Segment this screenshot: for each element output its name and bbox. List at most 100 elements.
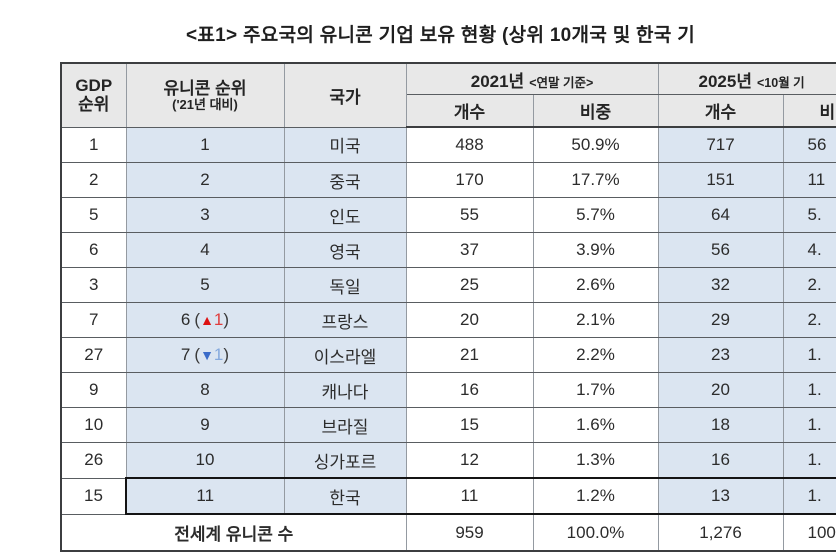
gdp-rank-cell: 1 [60,126,127,163]
unicorn-rank-value: 2 [200,170,210,189]
table-row: 9 8() 캐나다 16 1.7% 20 1. [60,372,836,408]
share-2025-cell: 2. [782,302,836,338]
header-gdp-rank: GDP 순위 [60,62,127,128]
country-cell: 한국 [283,477,407,515]
gdp-rank-cell: 3 [60,267,127,303]
count-2021-cell: 12 [405,442,534,479]
table-row: 26 10() 싱가포르 12 1.3% 16 1. [60,442,836,479]
count-2025-cell: 13 [657,477,784,515]
share-2021-cell: 2.6% [532,267,659,303]
count-2025-cell: 18 [657,407,784,443]
header-count-2021: 개수 [405,94,534,128]
total-share-2025: 100 [782,513,836,552]
share-2021-cell: 1.6% [532,407,659,443]
share-2021-cell: 1.7% [532,372,659,408]
unicorn-rank-cell: 8() [125,372,285,408]
delta-value: 1 [213,310,224,329]
rank-delta: (▼1) [194,345,230,364]
share-2021-cell: 5.7% [532,197,659,233]
header-year-2025: 2025년 <10월 기 [657,62,836,95]
unicorn-rank-value: 10 [195,450,215,469]
unicorn-rank-cell: 3() [125,197,285,233]
country-cell: 독일 [283,267,407,303]
unicorn-rank-cell: 5() [125,267,285,303]
share-2025-cell: 1. [782,407,836,443]
unicorn-rank-cell: 7 (▼1) [125,337,285,373]
share-2025-cell: 2. [782,267,836,303]
country-cell: 영국 [283,232,407,268]
table-row: 6 4() 영국 37 3.9% 56 4. [60,232,836,268]
table-title: <표1> 주요국의 유니콘 기업 보유 현황 (상위 10개국 및 한국 기 [186,25,695,46]
unicorn-rank-cell: 10() [125,442,285,479]
rank-delta: (▲1) [194,310,230,329]
count-2021-cell: 170 [405,162,534,198]
table-row: 7 6 (▲1) 프랑스 20 2.1% 29 2. [60,302,836,338]
count-2021-cell: 25 [405,267,534,303]
table-row: 5 3() 인도 55 5.7% 64 5. [60,197,836,233]
header-share-2025: 비 [782,94,836,128]
gdp-rank-cell: 5 [60,197,127,233]
count-2021-cell: 21 [405,337,534,373]
gdp-rank-cell: 9 [60,372,127,408]
share-2021-cell: 1.2% [532,477,659,515]
count-2021-cell: 15 [405,407,534,443]
header-unicorn-rank: 유니콘 순위 ('21년 대비) [125,62,285,128]
count-2021-cell: 55 [405,197,534,233]
total-row: 전세계 유니콘 수 959 100.0% 1,276 100 [60,513,836,552]
count-2025-cell: 64 [657,197,784,233]
header-country: 국가 [283,62,407,128]
total-count-2025: 1,276 [657,513,784,552]
unicorn-rank-cell: 11() [125,477,285,515]
down-triangle-icon: ▼ [200,347,214,363]
unicorn-rank-cell: 1() [125,126,285,163]
share-2025-cell: 4. [782,232,836,268]
count-2021-cell: 488 [405,126,534,163]
gdp-rank-cell: 2 [60,162,127,198]
total-share-2021: 100.0% [532,513,659,552]
share-2021-cell: 50.9% [532,126,659,163]
up-triangle-icon: ▲ [200,312,214,328]
country-cell: 미국 [283,126,407,163]
unicorn-rank-value: 7 [180,345,191,364]
count-2025-cell: 20 [657,372,784,408]
count-2025-cell: 151 [657,162,784,198]
share-2021-cell: 2.1% [532,302,659,338]
table-row: 10 9() 브라질 15 1.6% 18 1. [60,407,836,443]
unicorn-table: GDP 순위 유니콘 순위 ('21년 대비) 국가 2021년 <연말 기준> … [60,62,836,552]
share-2025-cell: 1. [782,372,836,408]
share-2025-cell: 56 [782,126,836,163]
share-2021-cell: 3.9% [532,232,659,268]
header-share-2021: 비중 [532,94,659,128]
unicorn-rank-value: 5 [200,275,210,294]
total-label: 전세계 유니콘 수 [60,513,407,552]
gdp-rank-cell: 7 [60,302,127,338]
gdp-rank-cell: 15 [60,477,127,515]
country-cell: 싱가포르 [283,442,407,479]
unicorn-rank-value: 4 [200,240,210,259]
share-2021-cell: 2.2% [532,337,659,373]
header-count-2025: 개수 [657,94,784,128]
share-2021-cell: 17.7% [532,162,659,198]
unicorn-rank-value: 3 [200,205,210,224]
country-cell: 브라질 [283,407,407,443]
count-2021-cell: 37 [405,232,534,268]
table-row: 2 2() 중국 170 17.7% 151 11 [60,162,836,198]
unicorn-rank-cell: 4() [125,232,285,268]
unicorn-rank-cell: 6 (▲1) [125,302,285,338]
unicorn-rank-cell: 9() [125,407,285,443]
count-2025-cell: 29 [657,302,784,338]
delta-value: 1 [213,345,224,364]
gdp-rank-cell: 6 [60,232,127,268]
table-row: 15 11() 한국 11 1.2% 13 1. [60,477,836,515]
gdp-rank-cell: 10 [60,407,127,443]
unicorn-rank-value: 8 [200,380,210,399]
table-row: 3 5() 독일 25 2.6% 32 2. [60,267,836,303]
count-2025-cell: 717 [657,126,784,163]
unicorn-rank-value: 9 [200,415,210,434]
share-2025-cell: 1. [782,477,836,515]
unicorn-rank-cell: 2() [125,162,285,198]
country-cell: 중국 [283,162,407,198]
share-2025-cell: 11 [782,162,836,198]
year-2021-note: <연말 기준> [529,75,594,90]
count-2025-cell: 16 [657,442,784,479]
